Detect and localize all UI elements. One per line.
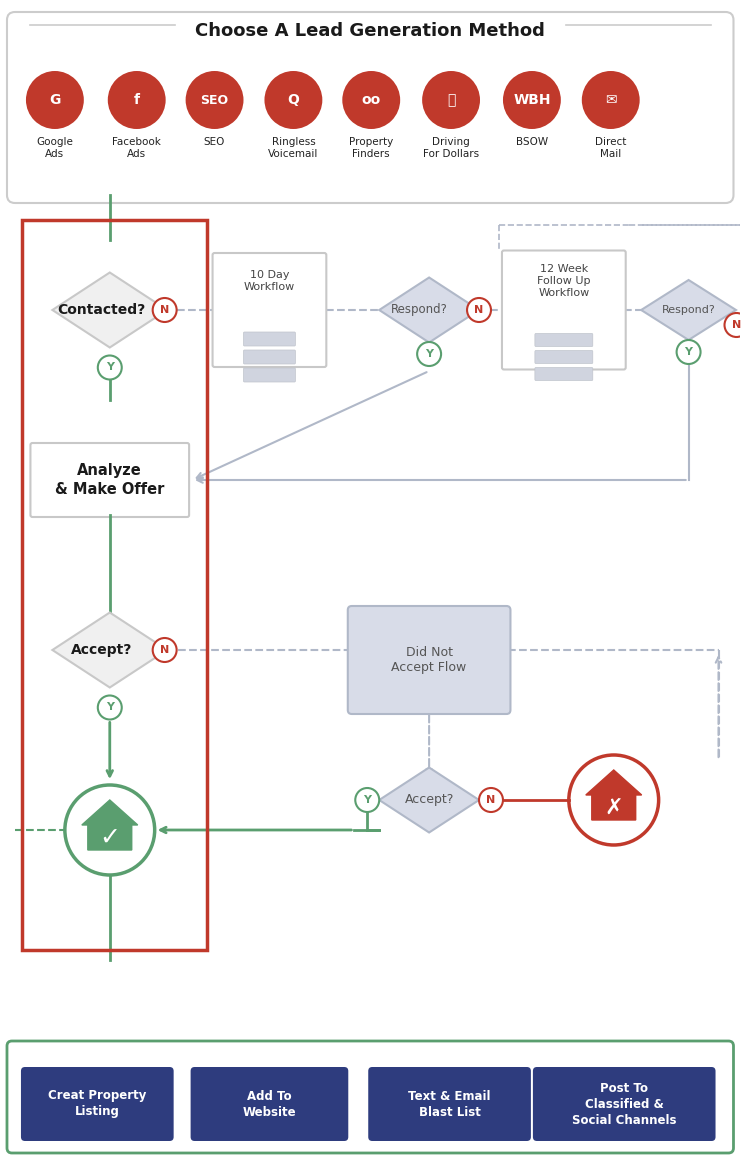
FancyBboxPatch shape (502, 251, 626, 370)
Text: Y: Y (425, 349, 433, 358)
Circle shape (153, 298, 177, 322)
Polygon shape (585, 770, 642, 795)
Circle shape (569, 755, 659, 844)
Text: Text & Email
Blast List: Text & Email Blast List (408, 1089, 490, 1118)
Text: Choose A Lead Generation Method: Choose A Lead Generation Method (195, 22, 545, 39)
FancyBboxPatch shape (30, 443, 189, 517)
FancyBboxPatch shape (7, 1041, 734, 1153)
Text: N: N (474, 305, 484, 316)
Ellipse shape (342, 71, 400, 129)
Circle shape (417, 342, 441, 367)
Ellipse shape (422, 71, 480, 129)
Polygon shape (592, 775, 636, 820)
FancyBboxPatch shape (535, 368, 593, 380)
Circle shape (355, 788, 379, 812)
Text: Post To
Classified &
Social Channels: Post To Classified & Social Channels (572, 1081, 677, 1126)
FancyBboxPatch shape (533, 1067, 715, 1141)
Text: BSOW: BSOW (516, 137, 548, 147)
Circle shape (467, 298, 491, 322)
FancyBboxPatch shape (243, 332, 295, 346)
Text: Accept?: Accept? (71, 643, 133, 657)
Polygon shape (53, 273, 167, 348)
Polygon shape (379, 768, 479, 833)
Text: ✗: ✗ (605, 798, 623, 818)
Circle shape (98, 355, 122, 379)
FancyBboxPatch shape (212, 253, 326, 367)
Text: N: N (160, 645, 169, 655)
Text: Creat Property
Listing: Creat Property Listing (48, 1089, 146, 1118)
Polygon shape (82, 800, 138, 825)
Text: 12 Week
Follow Up
Workflow: 12 Week Follow Up Workflow (537, 264, 591, 298)
Text: Add To
Website: Add To Website (243, 1089, 296, 1118)
Text: Direct
Mail: Direct Mail (595, 137, 626, 159)
Text: Did Not
Accept Flow: Did Not Accept Flow (392, 645, 467, 674)
Circle shape (98, 696, 122, 719)
Ellipse shape (186, 71, 243, 129)
FancyBboxPatch shape (7, 12, 734, 203)
Ellipse shape (582, 71, 640, 129)
Text: ⎈: ⎈ (447, 93, 456, 107)
FancyBboxPatch shape (368, 1067, 531, 1141)
Bar (22, 220, 206, 950)
Text: ✓: ✓ (99, 826, 120, 850)
Polygon shape (379, 277, 479, 342)
Polygon shape (641, 280, 736, 340)
Text: N: N (160, 305, 169, 316)
Text: Q: Q (287, 93, 299, 107)
Text: ✉: ✉ (605, 93, 617, 107)
Circle shape (153, 638, 177, 662)
Text: Driving
For Dollars: Driving For Dollars (423, 137, 479, 159)
Text: SEO: SEO (200, 94, 229, 107)
Text: 10 Day
Workflow: 10 Day Workflow (244, 270, 295, 291)
Polygon shape (53, 612, 167, 688)
Text: Ringless
Voicemail: Ringless Voicemail (268, 137, 318, 159)
Text: N: N (486, 795, 496, 805)
Ellipse shape (503, 71, 561, 129)
Text: Y: Y (106, 703, 114, 712)
Text: N: N (732, 320, 741, 329)
Text: Contacted?: Contacted? (58, 303, 146, 317)
Text: WBH: WBH (513, 93, 551, 107)
FancyBboxPatch shape (191, 1067, 348, 1141)
Text: Accept?: Accept? (404, 793, 454, 806)
Ellipse shape (108, 71, 165, 129)
Text: Respond?: Respond? (662, 305, 715, 316)
FancyBboxPatch shape (21, 1067, 174, 1141)
Circle shape (65, 785, 154, 875)
Ellipse shape (26, 71, 84, 129)
Text: Y: Y (685, 347, 692, 357)
FancyBboxPatch shape (243, 368, 295, 382)
FancyBboxPatch shape (535, 334, 593, 347)
FancyBboxPatch shape (243, 350, 295, 364)
Circle shape (479, 788, 503, 812)
FancyBboxPatch shape (535, 350, 593, 363)
Circle shape (677, 340, 700, 364)
FancyBboxPatch shape (348, 606, 510, 715)
Text: SEO: SEO (204, 137, 226, 147)
Text: Property
Finders: Property Finders (349, 137, 393, 159)
Text: Facebook
Ads: Facebook Ads (112, 137, 161, 159)
Text: G: G (49, 93, 61, 107)
Text: Google
Ads: Google Ads (36, 137, 73, 159)
Text: Analyze
& Make Offer: Analyze & Make Offer (55, 463, 165, 496)
Ellipse shape (264, 71, 322, 129)
Polygon shape (88, 805, 132, 850)
Text: Y: Y (364, 795, 371, 805)
Text: Y: Y (106, 362, 114, 372)
Text: f: f (134, 93, 139, 107)
Text: Respond?: Respond? (391, 304, 447, 317)
Text: oo: oo (361, 93, 381, 107)
Circle shape (724, 313, 742, 338)
